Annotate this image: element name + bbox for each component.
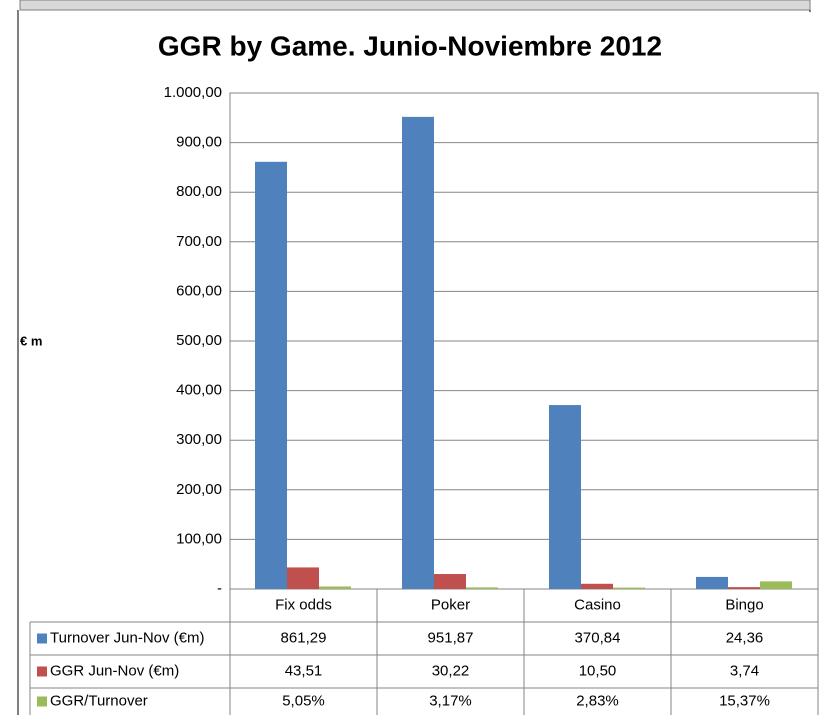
bar <box>760 581 792 589</box>
bar <box>287 567 319 589</box>
bar <box>434 574 466 589</box>
table-cell: 15,37% <box>719 692 770 709</box>
table-cell: 43,51 <box>285 662 323 679</box>
legend-label: GGR Jun-Nov (€m) <box>50 662 179 679</box>
x-tick-label: Poker <box>431 596 470 613</box>
bar <box>466 587 498 589</box>
y-tick-label: 400,00 <box>176 382 222 399</box>
y-tick-label: 200,00 <box>176 481 222 498</box>
y-axis-label: € m <box>20 333 42 348</box>
top-strip <box>19 0 811 11</box>
legend-key <box>37 696 47 707</box>
bar <box>319 586 351 589</box>
table-cell: 10,50 <box>579 662 617 679</box>
bar <box>581 583 613 589</box>
table-cell: 5,05% <box>282 692 325 709</box>
x-tick-label: Bingo <box>725 596 763 613</box>
bar <box>549 405 581 589</box>
bar <box>696 576 728 589</box>
table-cell: 2,83% <box>576 692 619 709</box>
y-tick-label: 800,00 <box>176 183 222 200</box>
y-tick-label: - <box>217 580 222 597</box>
bar <box>255 161 287 589</box>
y-tick-label: 300,00 <box>176 431 222 448</box>
y-tick-label: 100,00 <box>176 530 222 547</box>
table-cell: 3,17% <box>429 692 472 709</box>
table-cell: 3,74 <box>730 662 759 679</box>
legend-key <box>37 633 47 644</box>
bar <box>402 116 434 589</box>
y-tick-label: 600,00 <box>176 282 222 299</box>
y-tick-label: 700,00 <box>176 233 222 250</box>
table-cell: 951,87 <box>428 629 474 646</box>
legend-label: GGR/Turnover <box>50 692 148 709</box>
legend-label: Turnover Jun-Nov (€m) <box>50 629 204 646</box>
y-tick-label: 500,00 <box>176 332 222 349</box>
table-cell: 370,84 <box>575 629 621 646</box>
y-tick-label: 900,00 <box>176 134 222 151</box>
x-tick-label: Casino <box>574 596 621 613</box>
bar <box>728 587 760 589</box>
x-tick-label: Fix odds <box>275 596 332 613</box>
y-tick-label: 1.000,00 <box>164 84 222 101</box>
table-cell: 30,22 <box>432 662 470 679</box>
table-cell: 24,36 <box>726 629 764 646</box>
bar <box>613 587 645 589</box>
chart-title: GGR by Game. Junio-Noviembre 2012 <box>158 30 662 61</box>
legend-key <box>37 666 47 677</box>
table-cell: 861,29 <box>281 629 327 646</box>
